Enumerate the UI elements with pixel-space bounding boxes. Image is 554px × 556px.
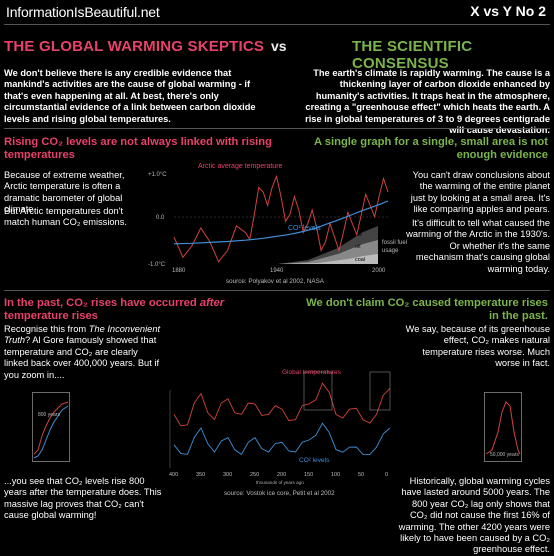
zoom-left-co2 <box>33 405 69 459</box>
section2-skeptic-p1-a: Recognise this from <box>4 324 89 334</box>
vostok-chart-source: source: Vostok ice core, Petit et al 200… <box>224 490 335 497</box>
section1-skeptic-p2: But Arctic temperatures don't match huma… <box>4 206 127 228</box>
section2-skeptic-p2: ...you see that CO₂ levels rise 800 year… <box>4 476 162 521</box>
y-tick-bot: -1.0°C <box>148 262 166 268</box>
vostok-chart: Global temperatures CO² levels 400 350 300… <box>169 369 391 497</box>
section2-skeptic-heading-c: temperature rises <box>4 310 98 322</box>
section1-consensus-heading: A single graph for a single, small area … <box>314 136 548 161</box>
fossil-coal-band <box>278 254 378 264</box>
band-coal-label: coal <box>355 257 365 263</box>
section2-consensus-heading: We don't claim CO₂ caused temperature ri… <box>290 297 548 323</box>
vostok-x-tick: 350 <box>196 472 205 478</box>
vs-label: vs <box>271 38 287 54</box>
vostok-co2-series <box>173 422 391 456</box>
band-oil-label: oil <box>355 244 361 250</box>
zoom-marker-mid <box>303 371 333 411</box>
zoom-left-temp <box>33 401 69 455</box>
vostok-x-tick: 250 <box>250 472 259 478</box>
header-divider <box>4 24 550 25</box>
zoom-right-label: 50,000 years <box>490 452 519 458</box>
skeptic-intro: We don't believe there is any credible e… <box>4 68 256 124</box>
section2-consensus-p2: Historically, global warming cycles have… <box>398 476 550 555</box>
consensus-intro: The earth's climate is rapidly warming. … <box>305 68 550 136</box>
consensus-title: THE SCIENTIFIC CONSENSUS <box>352 38 473 72</box>
section2-consensus-heading-1: We don't claim CO₂ caused temperature ri… <box>306 297 548 309</box>
zoom-box-right: 50,000 years <box>484 392 522 462</box>
section1-skeptic-p1: Because of extreme weather, Arctic tempe… <box>4 170 125 215</box>
section2-skeptic-p1-b: The Inconvenient Truth <box>4 324 161 346</box>
section1-skeptic-heading: Rising CO₂ levels are not always linked … <box>4 136 272 161</box>
arctic-chart-title: Arctic average temperature <box>198 163 283 170</box>
skeptics-title: THE GLOBAL WARMING SKEPTICS <box>4 38 265 55</box>
y-tick-mid: 0.0 <box>156 215 165 221</box>
vostok-temp-label: Global temperatures <box>282 369 342 376</box>
vostok-x-unit: thousands of years ago <box>256 480 304 485</box>
arctic-co2-series <box>173 200 389 245</box>
vostok-x-tick: 400 <box>169 472 178 478</box>
series-label: X vs Y No 2 <box>470 3 546 19</box>
y-tick-top: +1.0°C <box>148 172 167 178</box>
vostok-x-ticks: 400 350 300 250 200 150 100 50 0 <box>169 472 388 478</box>
x-tick-1940: 1940 <box>270 268 284 274</box>
section2-skeptic-heading: In the past, CO₂ rises have occurred aft… <box>4 297 270 323</box>
fossil-fuel-label-1: fossil fuel <box>382 240 407 246</box>
vostok-x-tick: 100 <box>331 472 340 478</box>
vostok-x-tick: 200 <box>277 472 286 478</box>
zoom-box-left: 800 years <box>32 392 70 462</box>
section1-consensus-p2: It's difficult to tell what caused the w… <box>406 218 550 274</box>
zoom-right-frame <box>484 392 522 462</box>
vostok-x-tick: 0 <box>385 472 388 478</box>
section2-skeptic-heading-a: In the past, CO₂ rises have occurred <box>4 297 200 309</box>
site-name: InformationIsBeautiful.net <box>6 4 160 20</box>
vostok-x-tick: 50 <box>358 472 364 478</box>
section2-consensus-p1: We say, because of its greenhouse effect… <box>405 324 550 369</box>
section-divider-1 <box>4 128 550 129</box>
zoom-left-label: 800 years <box>38 412 60 418</box>
section2-skeptic-p1: Recognise this from The Inconvenient Tru… <box>4 324 164 381</box>
vostok-co2-label: CO² levels <box>299 457 330 464</box>
arctic-temperature-chart: +1.0°C 0.0 -1.0°C gas oil coal fossil fu… <box>148 163 407 285</box>
vostok-x-tick: 300 <box>223 472 232 478</box>
section2-skeptic-heading-b: after <box>199 297 225 309</box>
zoom-left-frame <box>32 392 70 462</box>
x-tick-1880: 1880 <box>172 268 186 274</box>
band-gas-label: gas <box>353 232 362 238</box>
vostok-x-tick: 150 <box>304 472 313 478</box>
section1-consensus-p1: You can't draw conclusions about the war… <box>410 170 550 215</box>
x-tick-2000: 2000 <box>372 268 386 274</box>
zoom-marker-right <box>369 371 391 411</box>
arctic-chart-source: source: Polyakov et al 2002, NASA <box>226 278 325 285</box>
section2-consensus-heading-2: in the past. <box>488 310 548 322</box>
section2-skeptic-p1-c: ? Al Gore famously showed that temperatu… <box>4 335 160 380</box>
arctic-temperature-series <box>173 174 389 263</box>
section-divider-2 <box>4 290 550 291</box>
zoom-right-temp <box>485 401 521 455</box>
arctic-co2-label: CO² levels <box>288 225 321 232</box>
vostok-temperature-series <box>173 382 391 427</box>
fossil-fuel-label-2: usage <box>382 248 399 254</box>
